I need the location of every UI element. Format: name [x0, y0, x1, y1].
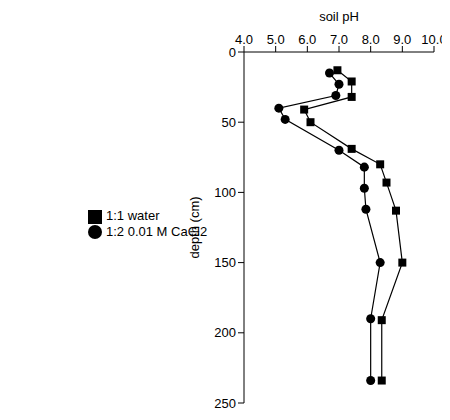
svg-text:4.0: 4.0: [235, 32, 253, 47]
svg-text:depth (cm): depth (cm): [187, 196, 202, 258]
svg-text:200: 200: [214, 325, 236, 340]
html-text:1:2 0.01 M CaCl2: 1:2 0.01 M CaCl2: [106, 223, 208, 239]
svg-text:0: 0: [229, 45, 236, 60]
svg-text:10.0: 10.0: [421, 32, 442, 47]
svg-text:6.0: 6.0: [298, 32, 316, 47]
svg-text:8.0: 8.0: [362, 32, 380, 47]
svg-text:150: 150: [214, 255, 236, 270]
svg-text:5.0: 5.0: [267, 32, 285, 47]
svg-text:50: 50: [222, 115, 236, 130]
svg-text:250: 250: [214, 396, 236, 411]
svg-text:7.0: 7.0: [330, 32, 348, 47]
svg-text:9.0: 9.0: [393, 32, 411, 47]
html-text:1:1 water: 1:1 water: [106, 208, 160, 223]
svg-text:100: 100: [214, 185, 236, 200]
svg-text:soil pH: soil pH: [319, 9, 359, 24]
